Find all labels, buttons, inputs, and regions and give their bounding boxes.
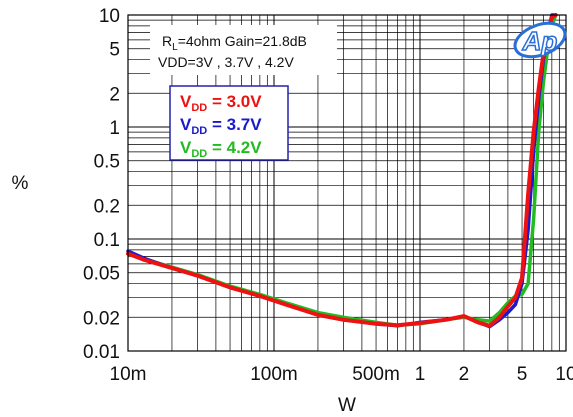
x-tick-label: 10 <box>555 364 573 385</box>
annotation-line-2: VDD=3V , 3.7V , 4.2V <box>158 54 294 70</box>
y-tick-label: 0.2 <box>94 196 120 217</box>
svg-text:Ap: Ap <box>522 26 558 56</box>
y-tick-label: 5 <box>109 40 120 61</box>
x-tick-label: 5 <box>517 364 528 385</box>
x-tick-label: 10m <box>110 364 147 385</box>
tick-labels: 10m 100m 500m 1 2 5 10 0.01 0.02 0.05 0.1 0.2 0.5 1 2 5… <box>83 6 573 385</box>
x-tick-label: 2 <box>459 364 470 385</box>
annotation-line-1: RL=4ohm Gain=21.8dB <box>162 33 307 53</box>
x-tick-label: 500m <box>352 364 400 385</box>
y-tick-label: 2 <box>109 84 120 105</box>
series-lines <box>126 13 558 329</box>
legend: VDD = 3.0V VDD = 3.7V VDD = 4.2V <box>169 85 289 161</box>
y-tick-label: 0.1 <box>94 230 120 251</box>
y-tick-label: 0.02 <box>83 308 120 329</box>
legend-entry-3-7v: VDD = 3.7V <box>180 115 262 137</box>
legend-entry-3-0v: VDD = 3.0V <box>180 92 262 114</box>
ap-logo: Ap <box>513 21 567 59</box>
series-line-vdd-3-0v <box>126 13 558 328</box>
y-tick-label: 0.01 <box>83 342 120 363</box>
y-tick-label: 0.5 <box>94 152 120 173</box>
y-axis-title: % <box>12 173 29 194</box>
x-tick-label: 100m <box>250 364 298 385</box>
x-tick-label: 1 <box>415 364 426 385</box>
condition-annotation: RL=4ohm Gain=21.8dB VDD=3V , 3.7V , 4.2V <box>150 25 337 75</box>
y-tick-label: 10 <box>99 6 120 27</box>
y-tick-label: 1 <box>109 118 120 139</box>
x-axis-title: W <box>338 395 356 416</box>
plot-frame <box>127 14 567 352</box>
legend-entry-4-2v: VDD = 4.2V <box>180 138 262 160</box>
y-tick-label: 0.05 <box>83 264 120 285</box>
